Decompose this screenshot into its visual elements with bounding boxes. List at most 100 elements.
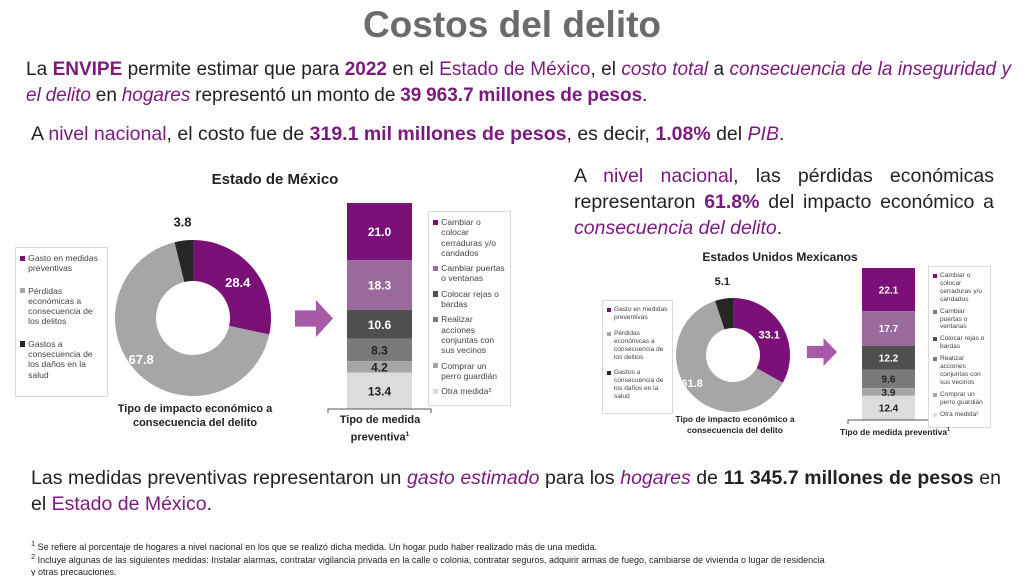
legend-swatch <box>933 273 937 278</box>
legend-item: Cambiar puertas o ventanas <box>933 308 987 332</box>
bar-segment <box>347 203 412 261</box>
legend-label: Realizar acciones conjuntas con sus veci… <box>939 355 981 386</box>
legend-label: Comprar un perro guardián <box>939 390 983 406</box>
bar-segment <box>347 309 412 339</box>
slice-label: 28.4 <box>225 275 251 290</box>
text: La <box>26 59 53 80</box>
legend-label: Pérdidas económicas a consecuencia de lo… <box>613 329 664 361</box>
bar-segment-label: 18.3 <box>368 278 392 292</box>
text: permite estimar que para <box>122 59 345 80</box>
bar-segment <box>862 395 915 420</box>
year-highlight: 2022 <box>344 59 387 80</box>
bar-segment <box>347 361 412 373</box>
text: de <box>690 467 724 489</box>
consecuencia-highlight: consecuencia del delito <box>574 217 777 239</box>
donut-legend: Gasto en medidas preventivas Pérdidas eco… <box>15 247 108 397</box>
estado-highlight: Estado de México <box>439 59 591 80</box>
legend-item: Gastos a consecuencia de los daños en la… <box>607 369 669 401</box>
legend-swatch <box>933 357 937 362</box>
text: representó un monto de <box>190 85 401 106</box>
bar-legend: Cambiar o colocar cerraduras y/o candado… <box>428 211 511 407</box>
footnote-marker: 1 <box>947 427 950 433</box>
bar-segment-label: 8.3 <box>371 343 388 357</box>
legend-label: Comprar un perro guardián <box>441 360 498 381</box>
slide-title: Costos del delito <box>362 4 662 45</box>
text: A <box>31 123 49 145</box>
legend-item: Comprar un perro guardián <box>933 391 987 407</box>
hogares-highlight: hogares <box>620 467 691 489</box>
pct-highlight: 1.08% <box>655 123 711 145</box>
legend-label: Realizar acciones conjuntas con sus veci… <box>441 314 495 356</box>
bar-segment <box>862 369 915 389</box>
bar-segment-label: 4.2 <box>371 360 388 374</box>
national-paragraph: A nivel nacional, el costo fue de 319.1 … <box>31 121 784 147</box>
legend-label: Otra medida² <box>939 410 979 418</box>
text: , es decir, <box>566 123 656 145</box>
bar-segment-label: 12.4 <box>879 404 899 415</box>
slice-gasto-preventivo <box>733 298 790 383</box>
legend-label: Cambiar o colocar cerraduras y/o candado… <box>441 217 497 258</box>
bar-segment <box>862 268 915 312</box>
text: Las medidas preventivas representaron un <box>31 467 408 489</box>
estado-highlight: Estado de México <box>51 493 207 515</box>
bar-segment <box>347 372 412 409</box>
bar-axis-label: Tipo de medida preventiva1 <box>840 426 950 437</box>
legend-swatch <box>433 265 439 271</box>
text: , el <box>590 59 622 80</box>
footnote-2: 2 Incluye algunas de las siguientes medi… <box>31 551 831 576</box>
legend-label: Gastos a consecuencia de los daños en la… <box>28 338 93 380</box>
text: del <box>710 123 748 145</box>
legend-item: Colocar rejas o bardas <box>933 335 987 351</box>
legend-label: Colocar rejas o bardas <box>939 335 985 351</box>
legend-swatch <box>20 255 26 261</box>
slice-label: 5.1 <box>715 276 730 288</box>
chart-title: Estados Unidos Mexicanos <box>702 250 858 264</box>
text: . <box>206 493 213 515</box>
bar-segment-label: 17.7 <box>879 324 899 335</box>
legend-label: Otra medida² <box>441 386 492 397</box>
bar-segment <box>347 338 412 362</box>
bar-segment-label: 13.4 <box>368 384 392 398</box>
slice-salud <box>715 297 733 330</box>
monto-highlight: 39 963.7 millones de pesos <box>400 85 643 106</box>
legend-item: Gasto en medidas preventivas <box>20 253 104 274</box>
bar-segment-label: 10.6 <box>368 318 392 332</box>
text: a <box>708 59 730 80</box>
donut-axis-label: Tipo de impacto económico a consecuencia… <box>675 414 795 435</box>
legend-swatch <box>20 288 26 294</box>
monto-highlight: 11 345.7 millones de pesos <box>723 467 974 489</box>
bar-segment-label: 9.6 <box>882 375 896 386</box>
legend-item: Pérdidas económicas a consecuencia de lo… <box>20 286 104 327</box>
text: en el <box>387 59 440 80</box>
arrow-right-icon <box>807 338 837 366</box>
slice-salud <box>174 240 193 283</box>
slice-gasto-preventivo <box>193 240 271 335</box>
bar-segment <box>347 260 412 310</box>
legend-item: Gastos a consecuencia de los daños en la… <box>20 339 104 380</box>
footnote-marker: 2 <box>31 552 36 561</box>
pib-highlight: PIB <box>747 123 779 145</box>
legend-label: Gastos a consecuencia de los daños en la… <box>613 369 664 401</box>
legend-item: Comprar un perro guardián <box>433 361 507 382</box>
legend-swatch <box>933 309 937 314</box>
text: . <box>778 123 785 145</box>
nivel-highlight: nivel nacional <box>48 123 167 145</box>
hogares-highlight: hogares <box>121 85 191 106</box>
legend-label: Pérdidas económicas a consecuencia de lo… <box>28 285 93 327</box>
legend-swatch <box>433 219 439 225</box>
legend-item: Realizar acciones conjuntas con sus veci… <box>933 355 987 387</box>
text: en <box>91 85 122 106</box>
text: A <box>574 165 604 187</box>
legend-item: Pérdidas económicas a consecuencia de lo… <box>607 330 669 362</box>
donut-legend: Gasto en medidas preventivas Pérdidas eco… <box>602 300 673 415</box>
legend-swatch <box>433 316 439 323</box>
legend-swatch <box>607 307 611 312</box>
legend-item: Cambiar o colocar cerraduras y/o candado… <box>433 217 507 258</box>
axis-bracket <box>327 408 432 413</box>
losses-paragraph: A nivel nacional, las pérdidas económica… <box>574 163 994 241</box>
bar-legend: Cambiar o colocar cerraduras y/o candado… <box>928 266 991 428</box>
legend-swatch <box>607 371 611 376</box>
